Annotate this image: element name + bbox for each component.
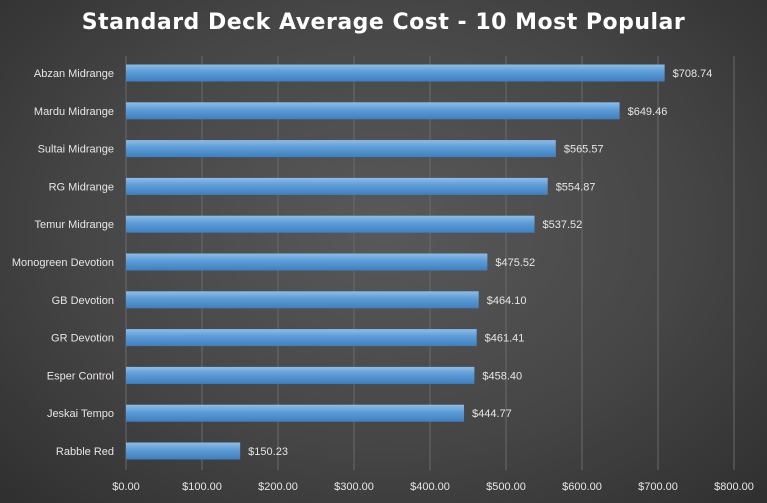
- category-label: RG Midrange: [49, 181, 114, 193]
- bar: [126, 64, 665, 82]
- category-label: Abzan Midrange: [34, 68, 114, 80]
- data-label: $464.10: [487, 295, 527, 307]
- x-tick-label: $300.00: [334, 481, 374, 493]
- bar: [126, 102, 620, 120]
- bar: [126, 366, 475, 384]
- x-tick-label: $400.00: [410, 481, 450, 493]
- data-label: $708.74: [673, 68, 713, 80]
- x-tick-label: $100.00: [182, 481, 222, 493]
- bar: [126, 140, 556, 158]
- x-tick-label: $700.00: [638, 481, 678, 493]
- data-label: $649.46: [628, 106, 668, 118]
- bar: [126, 442, 241, 460]
- category-label: Jeskai Tempo: [47, 408, 114, 420]
- x-tick-label: $0.00: [112, 481, 140, 493]
- category-label: Esper Control: [47, 370, 114, 382]
- bar: [126, 215, 535, 233]
- data-label: $475.52: [495, 257, 535, 269]
- category-label: Monogreen Devotion: [12, 257, 114, 269]
- category-label: GR Devotion: [51, 333, 114, 345]
- bar: [126, 404, 465, 422]
- chart-title: Standard Deck Average Cost - 10 Most Pop…: [81, 10, 686, 35]
- x-tick-label: $500.00: [486, 481, 526, 493]
- data-label: $150.23: [248, 446, 288, 458]
- data-label: $458.40: [482, 370, 522, 382]
- x-tick-label: $200.00: [258, 481, 298, 493]
- labels: $0.00 $100.00 $200.00 $300.00 $400.00 $500.00…: [12, 68, 754, 493]
- bar: [126, 253, 488, 271]
- x-tick-label: $600.00: [562, 481, 602, 493]
- data-label: $444.77: [472, 408, 512, 420]
- data-label: $565.57: [564, 144, 604, 156]
- bar: [126, 329, 477, 347]
- bar: [126, 177, 548, 195]
- category-label: Sultai Midrange: [38, 144, 114, 156]
- category-label: Temur Midrange: [35, 219, 114, 231]
- category-label: Mardu Midrange: [34, 106, 114, 118]
- data-label: $537.52: [543, 219, 583, 231]
- bar: [126, 291, 479, 309]
- data-label: $461.41: [485, 333, 525, 345]
- category-label: Rabble Red: [56, 446, 114, 458]
- bars: [126, 64, 665, 460]
- x-tick-label: $800.00: [714, 481, 754, 493]
- category-label: GB Devotion: [52, 295, 114, 307]
- data-label: $554.87: [556, 181, 596, 193]
